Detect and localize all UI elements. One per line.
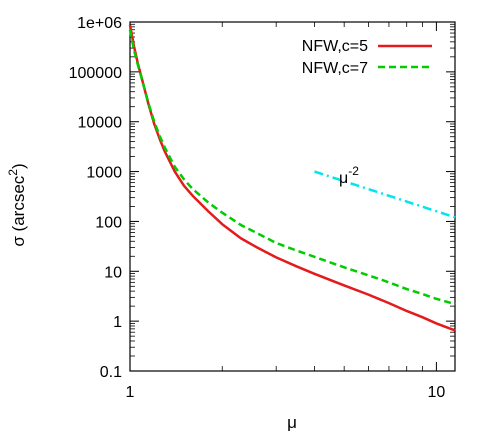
legend: NFW,c=5 NFW,c=7 bbox=[302, 38, 432, 77]
series-line-mu-power-law bbox=[314, 170, 456, 219]
mu-power-law-label: μ-2 bbox=[339, 164, 359, 187]
y-tick-label: 1000 bbox=[86, 165, 122, 182]
mu-power-law-label-sup: -2 bbox=[348, 164, 359, 178]
legend-label-c7: NFW,c=7 bbox=[302, 60, 368, 77]
y-axis-label-main: σ (arcsec bbox=[9, 175, 28, 246]
legend-label-c5: NFW,c=5 bbox=[302, 38, 368, 55]
y-tick-label: 0.1 bbox=[100, 364, 122, 381]
plot-frame bbox=[129, 21, 456, 372]
series-line-c5 bbox=[128, 24, 456, 332]
y-tick-label: 10000 bbox=[78, 115, 123, 132]
y-axis-label-close: ) bbox=[9, 163, 28, 169]
y-tick-label: 100 bbox=[95, 214, 122, 231]
mu-power-law-label-base: μ bbox=[339, 170, 348, 187]
x-axis-label: μ bbox=[287, 413, 297, 432]
y-axis-label: σ (arcsec2) bbox=[6, 163, 28, 246]
y-tick-label: 10 bbox=[104, 264, 122, 281]
y-tick-label: 100000 bbox=[69, 65, 122, 82]
x-tick-label: 1 bbox=[126, 384, 135, 401]
y-tick-label: 1e+06 bbox=[77, 15, 122, 32]
y-tick-label: 1 bbox=[113, 314, 122, 331]
y-axis-label-sup: 2 bbox=[6, 169, 20, 176]
curves bbox=[128, 24, 456, 332]
x-tick-label: 10 bbox=[428, 384, 446, 401]
axis-ticks bbox=[129, 21, 455, 372]
series-line-c7 bbox=[128, 29, 456, 306]
